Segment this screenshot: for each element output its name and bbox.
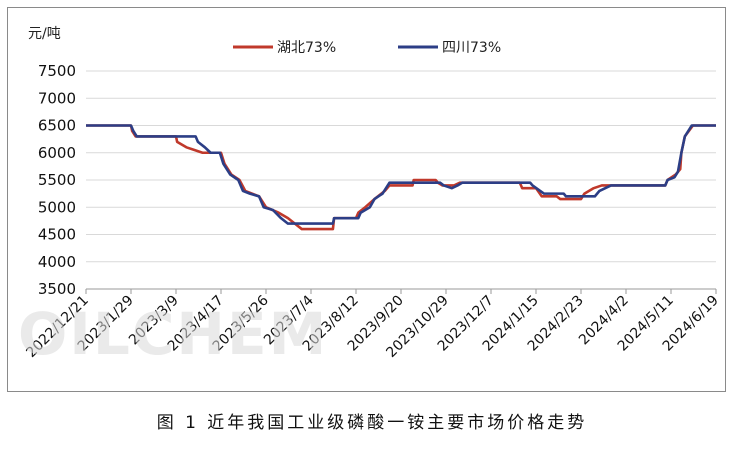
legend-label-1: 湖北73% xyxy=(277,40,336,56)
figure-caption: 图 1 近年我国工业级磷酸一铵主要市场价格走势 xyxy=(156,413,588,433)
y-tick-label: 6000 xyxy=(38,144,76,162)
legend: 湖北73% 四川73% xyxy=(233,40,501,56)
y-gridlines xyxy=(86,70,716,290)
y-tick-label: 7500 xyxy=(38,62,76,80)
y-tick-label: 4500 xyxy=(38,226,76,244)
y-tick-labels: 3500 4000 4500 5000 5500 6000 6500 7000 7500 xyxy=(38,62,76,298)
y-tick-label: 4000 xyxy=(38,253,76,271)
y-axis-unit-label: 元/吨 xyxy=(28,26,61,42)
series-line-2 xyxy=(86,124,716,225)
watermark-logo: OILCHEM xyxy=(18,300,329,368)
y-tick-label: 5000 xyxy=(38,198,76,216)
y-tick-label: 5500 xyxy=(38,171,76,189)
line-chart: 元/吨 湖北73% 四川73% 3500 4000 4500 5000 5500 6000 6… xyxy=(23,26,721,361)
chart-frame: 元/吨 湖北73% 四川73% 3500 4000 4500 5000 5500 6000 6… xyxy=(7,7,726,392)
y-tick-label: 6500 xyxy=(38,117,76,135)
y-tick-label: 7000 xyxy=(38,89,76,107)
series-line-1 xyxy=(86,124,716,231)
y-tick-label: 3500 xyxy=(38,280,76,298)
series-lines xyxy=(86,124,716,231)
legend-label-2: 四川73% xyxy=(442,40,501,56)
